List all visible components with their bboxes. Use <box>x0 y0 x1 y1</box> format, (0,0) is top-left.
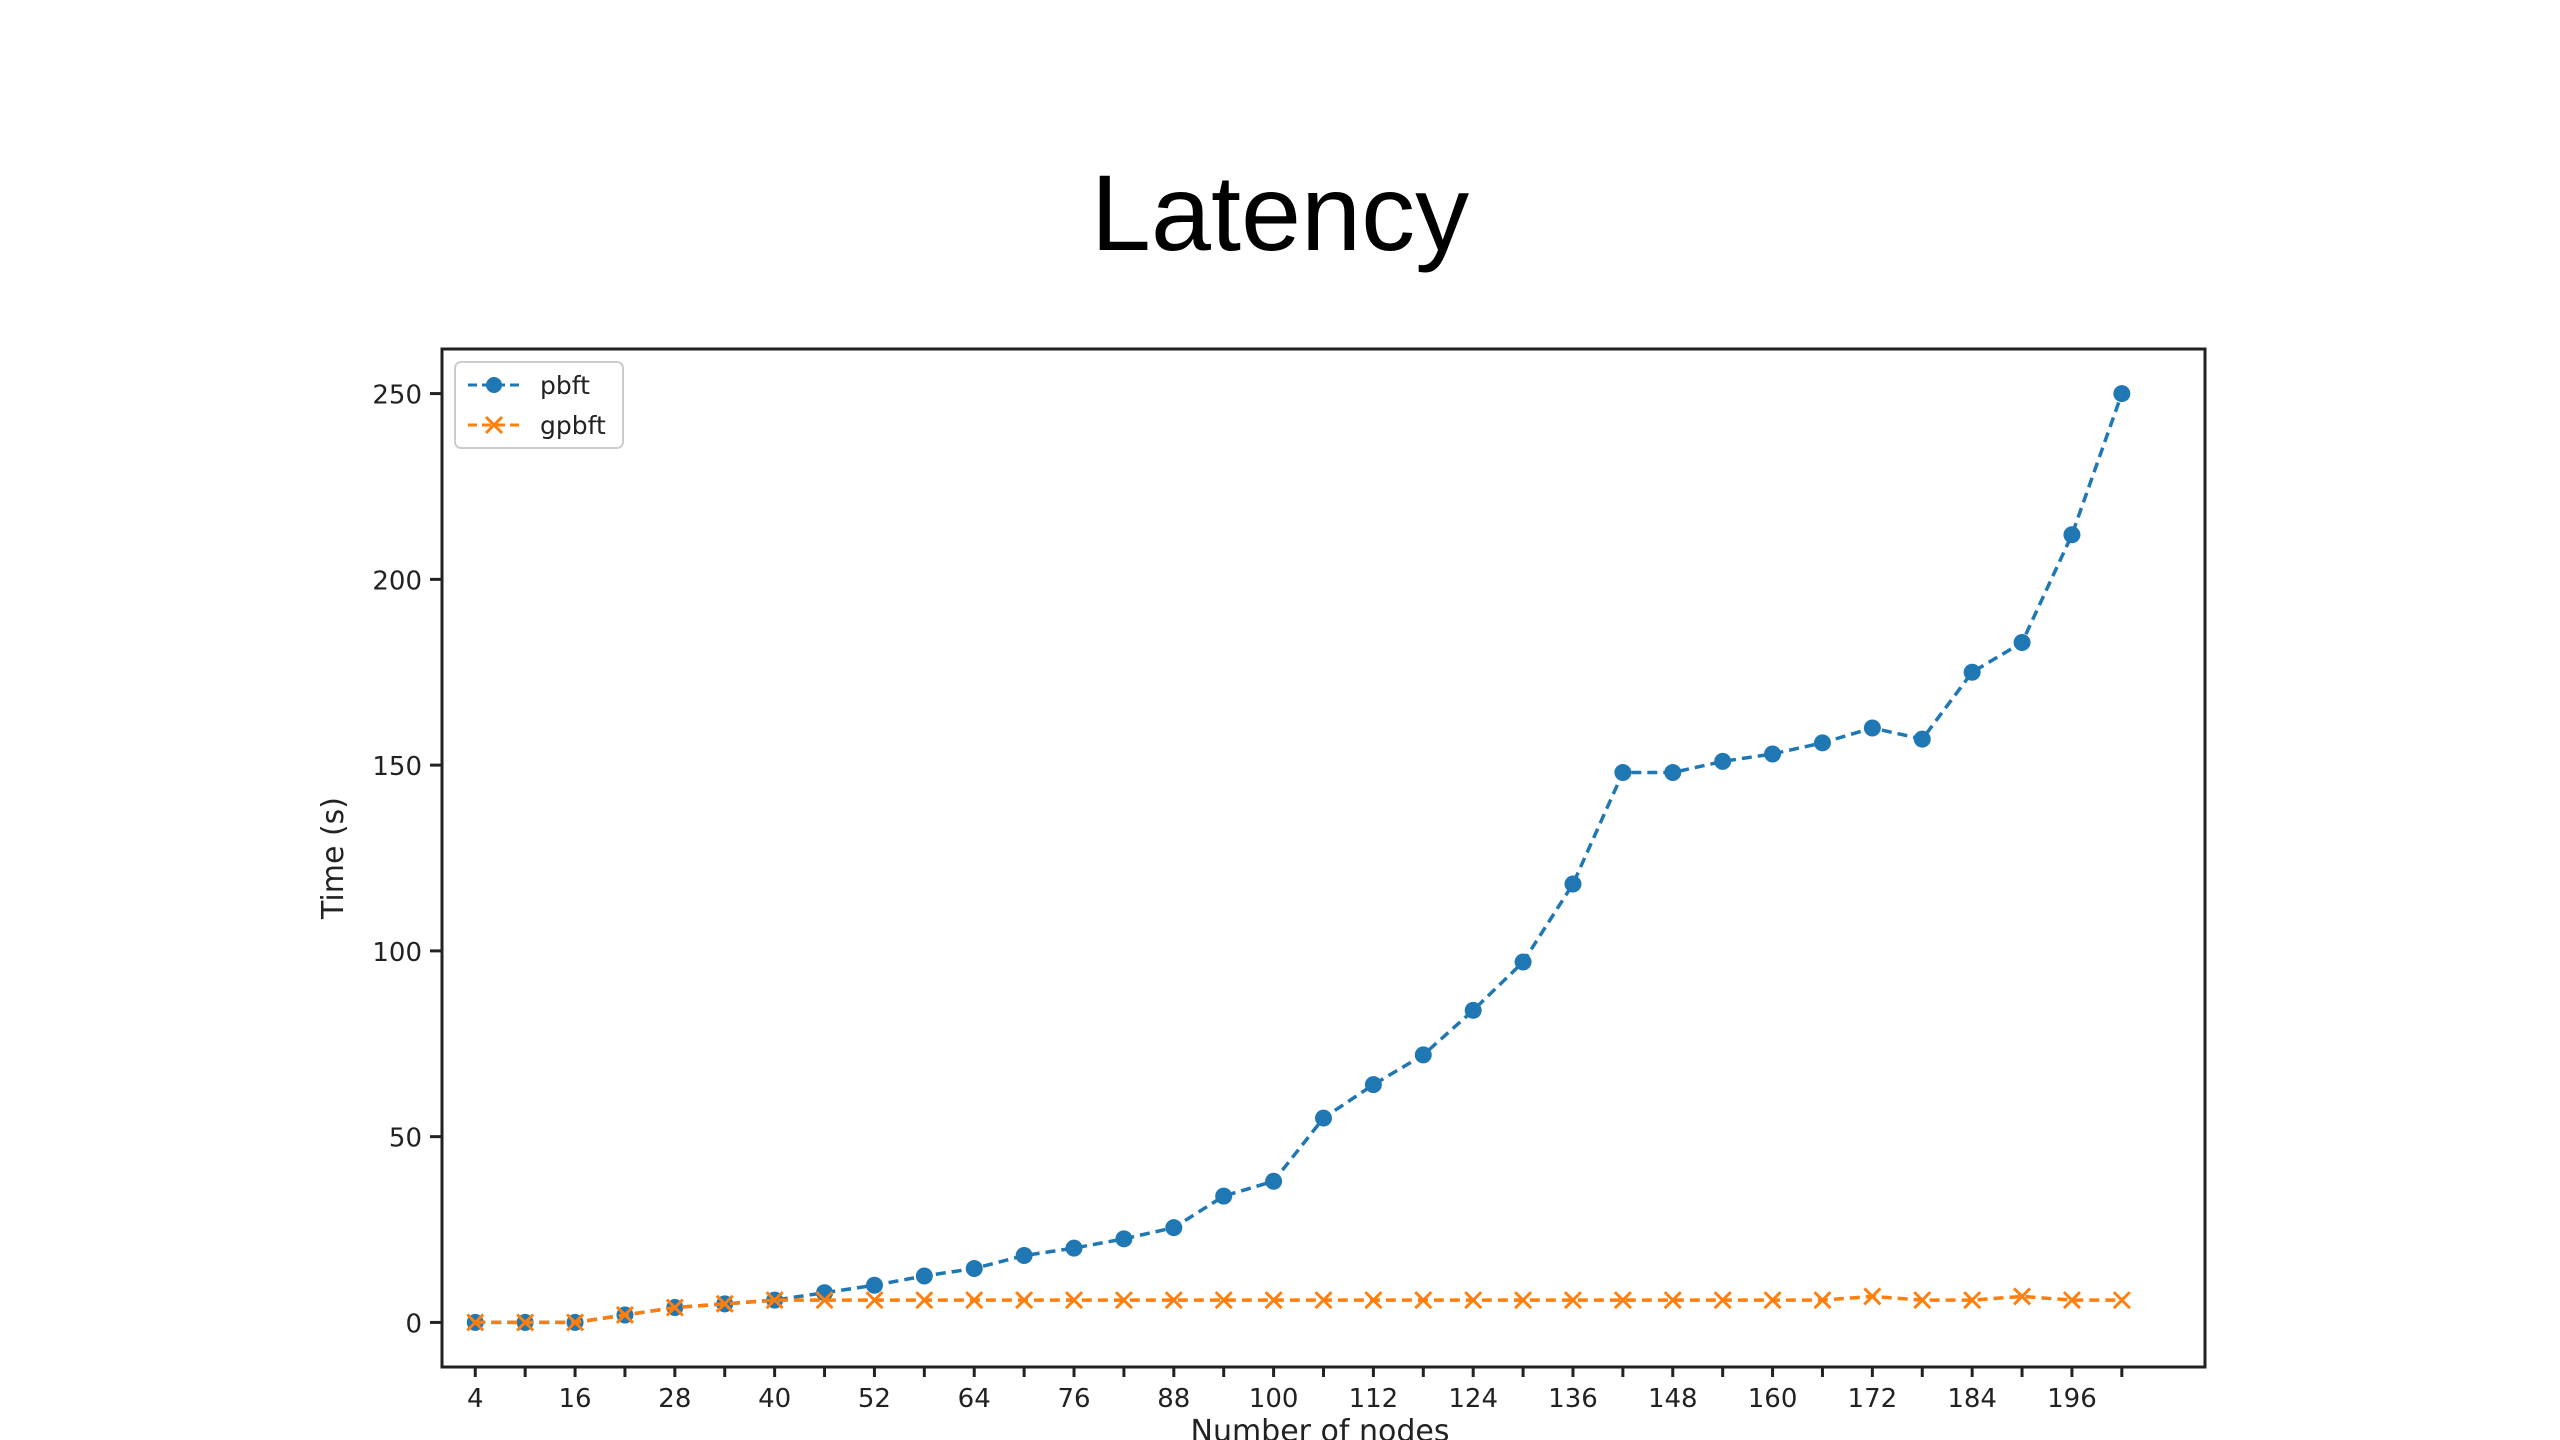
gpbft-point <box>1813 1291 1832 1310</box>
plot-series <box>466 385 2131 1332</box>
x-tick-label: 136 <box>1548 1384 1598 1414</box>
gpbft-point <box>765 1291 784 1310</box>
y-axis: 0 50 100 150 200 250 <box>372 381 442 1339</box>
pbft-point <box>1414 1046 1432 1064</box>
plot-frame <box>440 347 2207 1369</box>
pbft-point <box>1614 764 1632 782</box>
x-tick-label: 4 <box>467 1384 484 1414</box>
gpbft-point <box>665 1298 684 1317</box>
pbft-line <box>475 393 2124 1325</box>
y-tick-label: 200 <box>372 566 422 596</box>
x-tick-label: 64 <box>958 1384 991 1414</box>
y-axis-label: Time (s) <box>316 797 351 920</box>
gpbft-point <box>1563 1291 1583 1310</box>
gpbft-point <box>1364 1291 1383 1310</box>
gpbft-point <box>1663 1291 1682 1310</box>
pbft-point <box>1863 719 1881 737</box>
gpbft-point <box>1863 1287 1882 1306</box>
x-tick-label: 76 <box>1057 1384 1090 1414</box>
slide-title: Latency <box>1090 152 1470 273</box>
x-tick-label: 88 <box>1157 1384 1190 1414</box>
legend-gpbft-label: gpbft <box>540 411 606 440</box>
pbft-point <box>1265 1172 1283 1190</box>
gpbft-point <box>1114 1291 1133 1310</box>
gpbft-point <box>1015 1291 1034 1310</box>
x-tick-label: 52 <box>858 1384 891 1414</box>
pbft-point <box>1664 764 1682 782</box>
x-tick-label: 124 <box>1448 1384 1498 1414</box>
pbft-point <box>2013 634 2031 652</box>
gpbft-point <box>1164 1291 1183 1310</box>
x-tick-label: 148 <box>1648 1384 1698 1414</box>
x-tick-label: 160 <box>1748 1384 1798 1414</box>
gpbft-point <box>1264 1291 1283 1310</box>
legend-gpbft-marker <box>484 415 504 435</box>
gpbft-point <box>815 1291 834 1310</box>
x-tick-label: 28 <box>658 1384 691 1414</box>
legend-pbft-marker <box>486 377 502 393</box>
gpbft-point <box>2062 1291 2082 1310</box>
gpbft-point <box>915 1291 934 1310</box>
x-tick-label: 40 <box>758 1384 791 1414</box>
gpbft-point <box>615 1305 635 1325</box>
pbft-point <box>2063 526 2081 544</box>
pbft-point <box>1714 752 1732 770</box>
pbft-point <box>1813 734 1831 752</box>
gpbft-point <box>1713 1291 1732 1310</box>
pbft-point <box>1514 953 1532 971</box>
y-tick-label: 150 <box>372 752 422 782</box>
x-tick-label: 196 <box>2047 1384 2097 1414</box>
pbft-point <box>1065 1239 1083 1257</box>
pbft-point <box>1764 745 1782 763</box>
x-tick-label: 184 <box>1947 1384 1997 1414</box>
gpbft-point <box>1464 1291 1483 1310</box>
y-tick-label: 250 <box>372 381 422 411</box>
gpbft-point <box>1613 1291 1632 1310</box>
gpbft-point <box>1963 1291 1982 1310</box>
pbft-point <box>965 1260 983 1278</box>
pbft-point <box>1315 1109 1332 1127</box>
gpbft-point <box>1064 1291 1084 1310</box>
y-tick-label: 100 <box>372 938 422 968</box>
gpbft-point <box>1314 1291 1333 1310</box>
pbft-point <box>1913 730 1931 748</box>
gpbft-point <box>1763 1291 1782 1310</box>
pbft-point <box>1015 1247 1033 1265</box>
pbft-point <box>1115 1230 1133 1248</box>
x-tick-label: 100 <box>1249 1384 1299 1414</box>
gpbft-point <box>1214 1291 1233 1310</box>
gpbft-point <box>565 1313 585 1332</box>
pbft-point <box>1564 875 1582 893</box>
pbft-point <box>1165 1219 1183 1237</box>
pbft-point <box>1464 1001 1482 1019</box>
x-tick-label: 16 <box>559 1384 592 1414</box>
pbft-point <box>1963 663 1981 681</box>
gpbft-point <box>965 1291 984 1310</box>
gpbft-point <box>1514 1291 1533 1310</box>
legend-pbft-label: pbft <box>540 371 590 400</box>
pbft-point <box>915 1267 933 1285</box>
y-tick-label: 50 <box>389 1124 422 1154</box>
gpbft-point <box>466 1313 485 1332</box>
gpbft-point <box>516 1313 535 1332</box>
gpbft-point <box>2012 1287 2032 1306</box>
x-tick-label: 172 <box>1848 1384 1898 1414</box>
pbft-point <box>865 1276 883 1294</box>
y-tick-label: 0 <box>405 1309 422 1339</box>
legend: pbft gpbft <box>454 361 624 449</box>
gpbft-point <box>1414 1291 1433 1310</box>
gpbft-point <box>1913 1291 1932 1310</box>
x-tick-label: 112 <box>1349 1384 1399 1414</box>
pbft-point <box>1215 1187 1233 1205</box>
x-axis: 4 16 28 40 52 64 76 88 100 112 124 136 148 160 172 184 1… <box>467 1367 2124 1414</box>
gpbft-point <box>715 1294 734 1313</box>
gpbft-point <box>2112 1291 2131 1310</box>
pbft-point <box>1364 1076 1382 1094</box>
x-axis-label: Number of nodes <box>1191 1414 1450 1440</box>
gpbft-point <box>865 1291 884 1310</box>
pbft-point <box>2113 385 2131 403</box>
gpbft-line <box>475 1294 2122 1325</box>
